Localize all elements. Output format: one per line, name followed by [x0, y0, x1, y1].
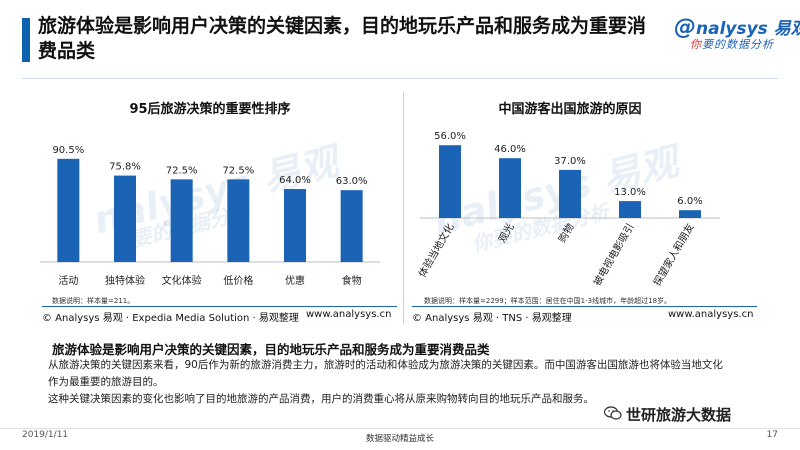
category-tick-label: 购物	[555, 221, 576, 245]
category-tick-label: 低价格	[223, 274, 253, 287]
left-source: © Analysys 易观 · Expedia Media Solution ·…	[42, 313, 299, 324]
bar	[439, 145, 461, 218]
bar	[499, 158, 521, 218]
panel-separator	[403, 92, 404, 324]
footer-divider	[0, 428, 800, 429]
bar-value-label: 63.0%	[336, 176, 368, 187]
logo-tagline: 你要的数据分析	[690, 38, 774, 51]
bar	[340, 190, 363, 262]
bar	[619, 201, 641, 218]
bar	[57, 158, 80, 262]
right-source-url: www.analysys.cn	[668, 309, 754, 320]
summary-paragraph: 这种关键决策因素的变化也影响了目的地旅游的产品消费，用户的消费重心将从原来购物转…	[48, 393, 594, 405]
bar	[284, 189, 306, 262]
summary-title: 旅游体验是影响用户决策的关键因素，目的地玩乐产品和服务成为重要消费品类	[52, 342, 490, 357]
left-bar-chart: 90.5% 活动 75.8% 独特体验 72.5% 文化体验 72.5% 低价格 64.0% 优惠…	[40, 145, 380, 287]
bar-value-label: 64.0%	[279, 175, 311, 186]
bar-value-label: 6.0%	[677, 196, 702, 207]
bar-value-label: 72.5%	[166, 165, 198, 176]
left-source-line	[42, 306, 397, 307]
bar	[227, 179, 250, 262]
left-source-url: www.analysys.cn	[306, 309, 392, 320]
left-data-note: 数据说明：样本量=211。	[52, 297, 135, 305]
bar-value-label: 56.0%	[434, 131, 466, 142]
category-tick-label: 食物	[342, 274, 362, 287]
category-tick-label: 被电视电影吸引	[590, 221, 636, 288]
category-tick-label: 体验当地文化	[415, 221, 456, 279]
bar	[170, 179, 193, 262]
right-chart-title: 中国游客出国旅游的原因	[498, 102, 642, 117]
logo-a-glyph: @	[674, 15, 696, 40]
page-title: 旅游体验是影响用户决策的关键因素，目的地玩乐产品和服务成为重要消费品类	[38, 15, 647, 62]
bar-value-label: 72.5%	[222, 165, 254, 176]
bar	[679, 210, 701, 218]
category-tick-label: 观光	[495, 221, 516, 245]
right-bar-chart: 56.0% 体验当地文化 46.0% 观光 37.0% 购物 13.0% 被电视电影吸引 6.0…	[415, 131, 720, 288]
left-chart-title: 95后旅游决策的重要性排序	[129, 102, 291, 117]
footer-slogan: 数据驱动精益成长	[365, 434, 434, 444]
bar-value-label: 13.0%	[614, 187, 646, 198]
page-number: 17	[766, 430, 778, 440]
bar	[559, 169, 581, 218]
right-data-note: 数据说明：样本量=2299；样本范围：居住在中国1-3线城市，年龄超过18岁。	[424, 297, 672, 305]
bar-value-label: 75.8%	[109, 162, 141, 173]
wechat-icon	[604, 406, 622, 420]
analysys-logo: @nalysys 易观 你要的数据分析	[672, 12, 800, 58]
summary-paragraph: 从旅游决策的关键因素来看，90后作为新的旅游消费主力，旅游时的活动和体验成为旅游…	[48, 359, 723, 388]
footer-date: 2019/1/11	[22, 430, 69, 440]
category-tick-label: 探望家人和朋友	[650, 221, 696, 288]
bar-value-label: 90.5%	[52, 145, 84, 156]
wechat-account-name: 世研旅游大数据	[626, 406, 732, 424]
bar	[114, 175, 136, 262]
right-source-line	[412, 306, 757, 307]
logo-wordmark: @nalysys 易观	[674, 15, 800, 40]
category-tick-label: 独特体验	[105, 274, 145, 287]
header-divider	[22, 78, 778, 79]
category-tick-label: 文化体验	[162, 274, 202, 287]
category-tick-label: 活动	[58, 275, 78, 287]
bar-value-label: 46.0%	[494, 144, 526, 155]
category-tick-label: 优惠	[285, 274, 305, 287]
title-accent-bar	[22, 18, 30, 62]
summary-body: 从旅游决策的关键因素来看，90后作为新的旅游消费主力，旅游时的活动和体验成为旅游…	[48, 357, 728, 408]
right-source: © Analysys 易观 · TNS · 易观整理	[412, 313, 572, 324]
bar-value-label: 37.0%	[554, 156, 586, 167]
